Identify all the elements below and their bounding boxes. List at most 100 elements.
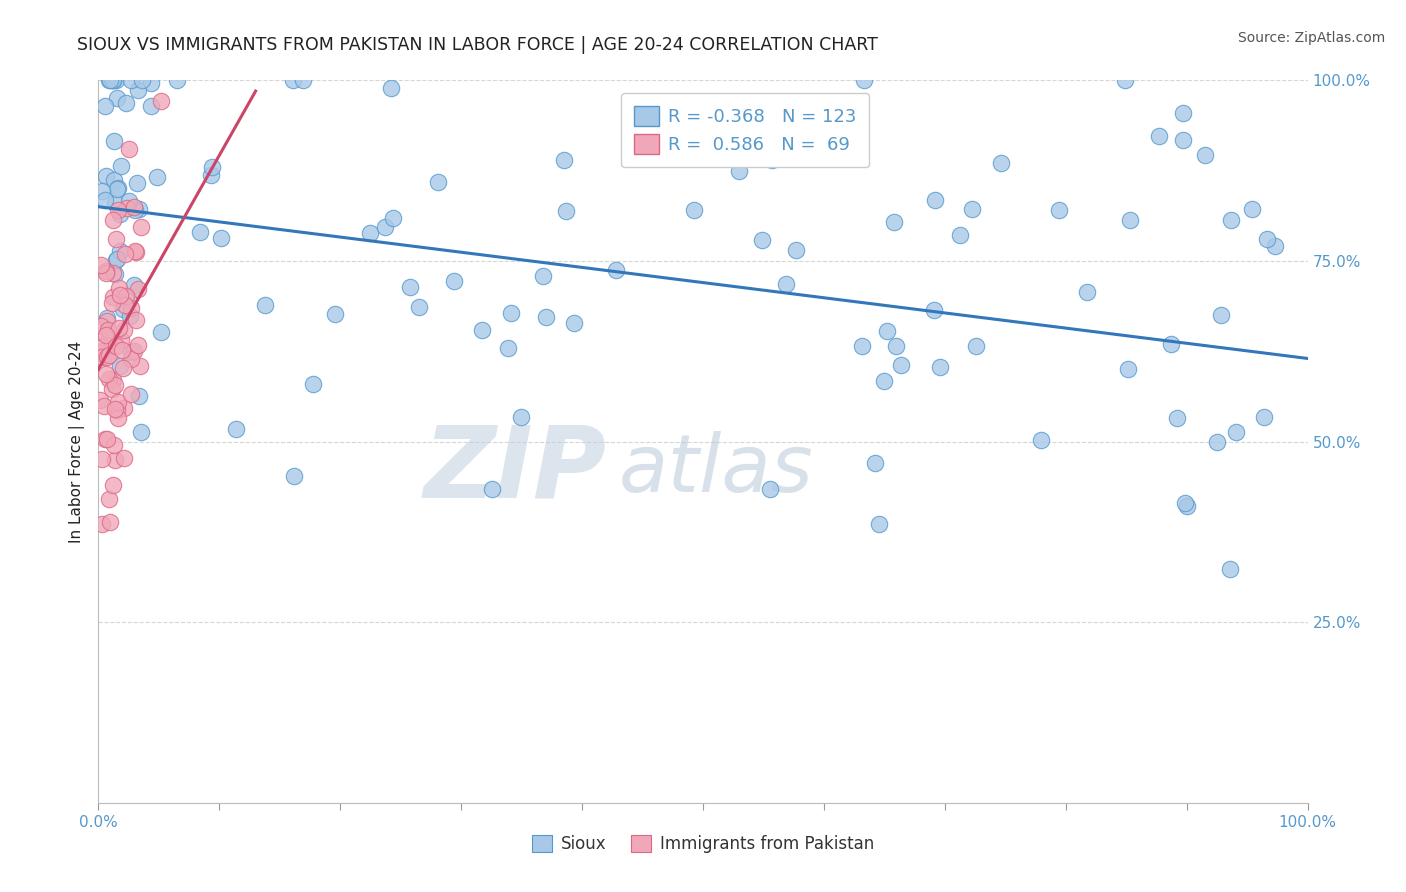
Point [399, 280, 422, 294]
Point [131, 219, 153, 234]
Point [924, 193, 946, 207]
Point [105, 232, 128, 246]
Point [253, 298, 276, 312]
Point [103, 173, 125, 187]
Point [1174, 496, 1197, 510]
Point [93, 432, 115, 446]
Point [443, 274, 465, 288]
Point [426, 175, 449, 189]
Point [110, 333, 132, 347]
Point [103, 73, 125, 87]
Point [209, 231, 232, 245]
Point [146, 169, 169, 184]
Point [101, 73, 124, 87]
Point [200, 168, 222, 182]
Point [101, 478, 124, 492]
Point [408, 300, 430, 314]
Point [90, 341, 112, 355]
Point [98, 348, 121, 362]
Point [1149, 128, 1171, 143]
Point [131, 425, 153, 439]
Point [90, 258, 112, 272]
Point [104, 252, 127, 267]
Point [555, 204, 578, 219]
Point [1031, 433, 1053, 447]
Point [605, 263, 627, 277]
Text: Source: ZipAtlas.com: Source: ZipAtlas.com [1237, 31, 1385, 45]
Point [104, 339, 127, 353]
Point [562, 317, 585, 331]
Point [139, 99, 162, 113]
Point [103, 134, 125, 148]
Point [283, 469, 305, 483]
Point [93, 399, 115, 413]
Point [301, 376, 323, 391]
Point [120, 73, 142, 87]
Point [1160, 336, 1182, 351]
Point [380, 81, 402, 95]
Point [94, 367, 117, 381]
Point [1219, 562, 1241, 576]
Point [695, 97, 717, 112]
Point [104, 268, 127, 282]
Point [534, 310, 557, 324]
Point [751, 233, 773, 247]
Point [111, 302, 134, 317]
Point [125, 313, 148, 327]
Point [1114, 73, 1136, 87]
Point [127, 338, 149, 352]
Point [120, 301, 142, 315]
Point [1240, 202, 1263, 216]
Point [97, 323, 120, 337]
Point [111, 360, 134, 375]
Point [107, 394, 129, 409]
Point [101, 73, 124, 87]
Point [115, 202, 138, 216]
Point [149, 94, 172, 108]
Point [1225, 425, 1247, 439]
Point [96, 169, 118, 183]
Point [128, 202, 150, 216]
Point [1173, 133, 1195, 147]
Point [323, 307, 346, 321]
Point [114, 247, 136, 261]
Point [110, 244, 132, 258]
Point [499, 306, 522, 320]
Point [98, 331, 121, 345]
Point [98, 73, 121, 87]
Point [201, 160, 224, 174]
Point [98, 73, 121, 87]
Point [91, 343, 114, 358]
Point [101, 290, 124, 304]
Point [1116, 362, 1139, 376]
Point [775, 277, 797, 292]
Point [886, 339, 908, 353]
Point [868, 517, 890, 532]
Point [114, 298, 136, 312]
Point [101, 266, 124, 280]
Point [104, 73, 127, 87]
Point [94, 346, 117, 360]
Point [124, 203, 146, 218]
Point [90, 319, 112, 334]
Point [110, 359, 132, 373]
Point [100, 382, 122, 396]
Point [103, 437, 125, 451]
Point [166, 73, 188, 87]
Point [98, 372, 121, 386]
Point [471, 323, 494, 337]
Point [127, 282, 149, 296]
Point [112, 401, 135, 415]
Point [107, 180, 129, 194]
Point [1220, 213, 1243, 227]
Point [94, 99, 117, 113]
Point [225, 422, 247, 436]
Point [1256, 232, 1278, 246]
Point [107, 203, 129, 218]
Point [1175, 500, 1198, 514]
Point [553, 153, 575, 168]
Point [114, 96, 136, 111]
Text: SIOUX VS IMMIGRANTS FROM PAKISTAN IN LABOR FORCE | AGE 20-24 CORRELATION CHART: SIOUX VS IMMIGRANTS FROM PAKISTAN IN LAB… [77, 36, 879, 54]
Point [96, 310, 118, 325]
Point [1119, 212, 1142, 227]
